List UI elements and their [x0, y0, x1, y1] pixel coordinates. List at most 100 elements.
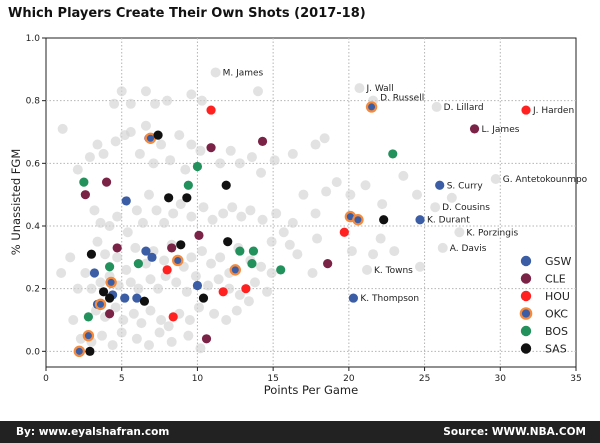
other-player-point [312, 233, 323, 244]
other-player-point [213, 274, 224, 285]
point-cle [323, 259, 333, 269]
legend-marker-gsw [520, 255, 532, 267]
other-player-point [125, 127, 136, 137]
other-player-point [287, 217, 298, 228]
player-label: L. James [482, 125, 520, 135]
other-player-point [256, 167, 267, 178]
other-player-point [125, 98, 136, 109]
x-tick-label: 5 [119, 374, 125, 384]
point-gsw [192, 280, 203, 291]
other-player-point [183, 330, 194, 341]
other-player-point [162, 95, 173, 106]
player-label: M. James [223, 68, 264, 78]
other-player-point [171, 277, 182, 288]
player-label: J. Harden [532, 106, 574, 116]
point-cle [206, 143, 216, 153]
other-player-point [56, 268, 67, 278]
point-gsw [121, 196, 131, 206]
other-player-point [354, 83, 365, 94]
point-cle [194, 230, 204, 240]
other-player-point [133, 283, 144, 294]
player-label: K. Thompson [360, 294, 419, 304]
x-axis-label: Points Per Game [264, 383, 358, 397]
other-player-point [490, 174, 501, 184]
point-gsw [120, 293, 130, 303]
other-player-point [98, 148, 109, 159]
point-sas [182, 193, 192, 203]
legend-label-hou: HOU [545, 290, 570, 303]
other-player-point [156, 139, 167, 150]
player-label: D. Russell [380, 94, 424, 104]
other-player-point [454, 227, 465, 238]
point-gsw [89, 268, 100, 278]
other-player-point [112, 252, 123, 263]
y-tick-label: 0.4 [26, 222, 41, 232]
other-player-point [168, 208, 179, 219]
x-tick-label: 25 [419, 374, 430, 384]
point-hou [339, 227, 349, 237]
other-player-point [153, 283, 164, 294]
other-player-point [159, 255, 170, 266]
other-player-point [159, 217, 170, 228]
point-cle [167, 243, 177, 253]
other-player-point [253, 86, 263, 97]
point-cle [201, 334, 212, 344]
point-okc [105, 276, 117, 289]
other-player-point [203, 280, 214, 291]
point-cle [105, 309, 115, 319]
point-hou [218, 287, 228, 297]
other-player-point [125, 277, 136, 288]
other-player-point [249, 277, 260, 288]
other-player-point [116, 327, 127, 338]
other-player-point [186, 139, 197, 150]
other-player-point [278, 227, 289, 238]
other-player-point [262, 286, 273, 297]
other-player-point [321, 186, 332, 197]
other-player-point [128, 308, 139, 319]
point-gsw [147, 252, 157, 262]
other-player-point [131, 205, 142, 216]
other-player-point [375, 233, 386, 244]
other-player-point [95, 277, 106, 288]
plot-area [45, 37, 577, 368]
point-okc [94, 298, 107, 311]
other-player-point [437, 242, 448, 253]
other-player-point [140, 120, 151, 131]
other-player-point [196, 95, 207, 106]
other-player-point [92, 236, 103, 247]
point-bos [235, 246, 245, 256]
footer-source: Source: WWW.NBA.COM [443, 426, 586, 438]
other-players-points [56, 67, 501, 354]
other-player-point [150, 98, 161, 109]
point-hou [162, 265, 172, 275]
other-player-point [198, 202, 209, 213]
other-player-point [140, 258, 151, 269]
other-player-point [310, 139, 321, 150]
other-player-point [110, 136, 121, 147]
x-tick-label: 20 [343, 374, 355, 384]
player-label: K. Towns [374, 266, 413, 276]
other-player-point [218, 208, 229, 219]
other-player-point [319, 133, 330, 144]
other-player-point [145, 305, 156, 316]
legend-marker-okc [519, 307, 533, 320]
other-player-point [206, 258, 217, 269]
x-tick-label: 15 [267, 374, 278, 384]
point-sas [176, 240, 186, 250]
other-player-point [137, 217, 148, 228]
point-sas [105, 293, 115, 303]
point-gsw [141, 246, 151, 256]
other-player-point [166, 336, 177, 347]
other-player-point [193, 302, 204, 313]
other-player-point [221, 315, 232, 325]
other-player-point [143, 189, 154, 200]
other-player-point [65, 252, 76, 263]
other-player-point [68, 315, 79, 325]
other-player-point [57, 123, 68, 134]
other-player-point [118, 315, 129, 325]
other-player-point [243, 296, 254, 307]
other-player-point [136, 318, 147, 329]
legend-label-sas: SAS [545, 343, 567, 356]
other-player-point [186, 89, 197, 100]
